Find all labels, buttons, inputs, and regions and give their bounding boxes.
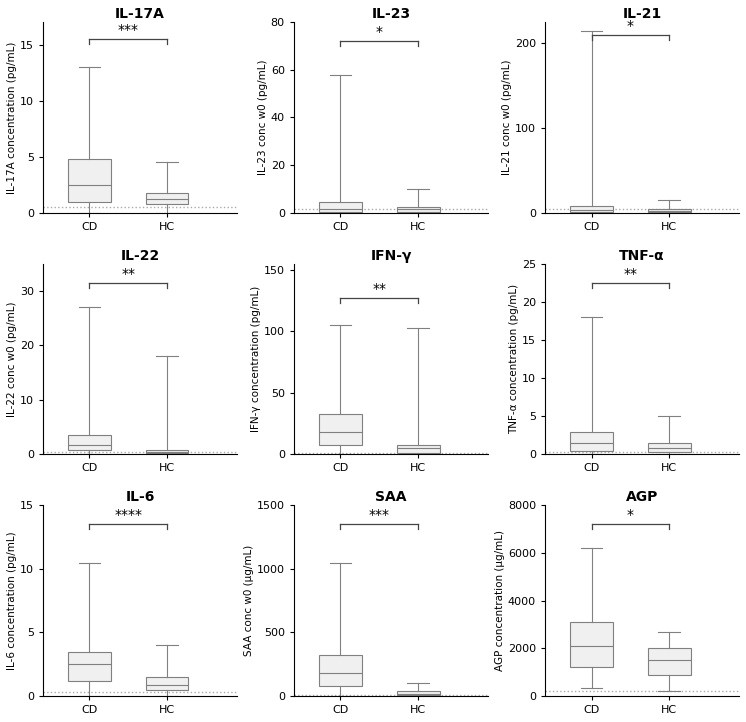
PathPatch shape (68, 651, 111, 681)
PathPatch shape (68, 435, 111, 450)
Title: TNF-α: TNF-α (619, 248, 665, 263)
Title: IFN-γ: IFN-γ (370, 248, 412, 263)
PathPatch shape (319, 656, 362, 686)
PathPatch shape (145, 677, 189, 690)
Title: SAA: SAA (375, 490, 407, 504)
Y-axis label: IL-22 conc w0 (pg/mL): IL-22 conc w0 (pg/mL) (7, 301, 17, 417)
Text: **: ** (122, 267, 135, 281)
Text: ***: *** (118, 23, 139, 37)
Y-axis label: IL-23 conc w0 (pg/mL): IL-23 conc w0 (pg/mL) (258, 60, 268, 175)
PathPatch shape (570, 622, 613, 667)
Text: *: * (376, 25, 383, 39)
Title: IL-22: IL-22 (120, 248, 160, 263)
PathPatch shape (648, 443, 691, 452)
Text: *: * (627, 19, 634, 33)
PathPatch shape (648, 209, 691, 212)
Text: ***: *** (369, 508, 390, 523)
Y-axis label: IL-17A concentration (pg/mL): IL-17A concentration (pg/mL) (7, 41, 17, 193)
Y-axis label: IL-6 concentration (pg/mL): IL-6 concentration (pg/mL) (7, 531, 17, 670)
PathPatch shape (319, 202, 362, 212)
Title: IL-17A: IL-17A (115, 7, 165, 21)
Y-axis label: IFN-γ concentration (pg/mL): IFN-γ concentration (pg/mL) (251, 286, 261, 432)
Title: IL-6: IL-6 (125, 490, 154, 504)
Title: AGP: AGP (626, 490, 658, 504)
Y-axis label: AGP concentration (μg/mL): AGP concentration (μg/mL) (495, 530, 505, 671)
Y-axis label: IL-21 conc w0 (pg/mL): IL-21 conc w0 (pg/mL) (502, 60, 512, 175)
Text: ****: **** (114, 508, 142, 523)
Title: IL-21: IL-21 (622, 7, 662, 21)
Text: **: ** (372, 282, 386, 296)
PathPatch shape (145, 193, 189, 204)
PathPatch shape (319, 414, 362, 445)
PathPatch shape (570, 206, 613, 212)
PathPatch shape (145, 450, 189, 453)
Title: IL-23: IL-23 (372, 7, 410, 21)
PathPatch shape (397, 445, 439, 453)
PathPatch shape (570, 432, 613, 451)
Text: *: * (627, 508, 634, 523)
PathPatch shape (68, 159, 111, 201)
PathPatch shape (397, 691, 439, 695)
Y-axis label: TNF-α concentration (pg/mL): TNF-α concentration (pg/mL) (509, 284, 519, 434)
PathPatch shape (648, 648, 691, 674)
Text: **: ** (624, 267, 637, 281)
PathPatch shape (397, 207, 439, 212)
Y-axis label: SAA conc w0 (μg/mL): SAA conc w0 (μg/mL) (244, 545, 254, 656)
